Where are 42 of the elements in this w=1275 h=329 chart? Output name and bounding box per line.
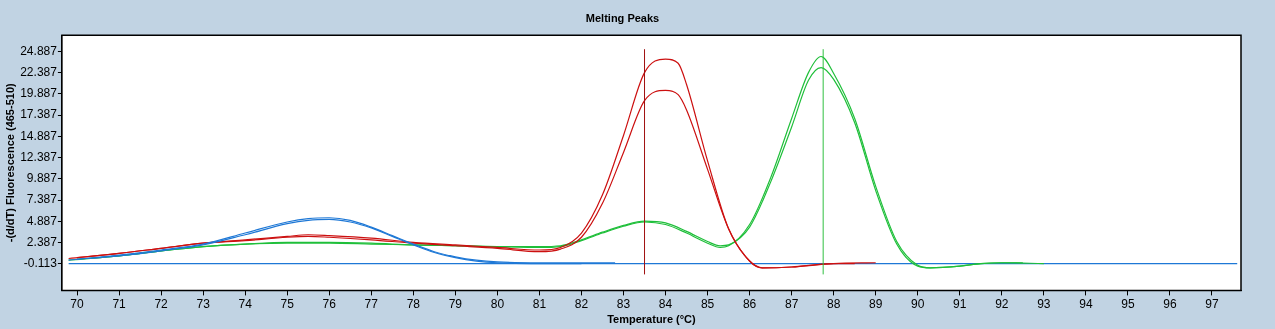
x-tick-label: 74	[238, 296, 253, 311]
y-tick-label: 17.387	[20, 107, 58, 122]
x-tick-label: 78	[406, 296, 421, 311]
x-tick-label: 92	[995, 296, 1009, 311]
y-tick-label: 19.887	[20, 86, 58, 101]
x-tick-label: 85	[700, 296, 715, 311]
x-tick-label: 77	[364, 296, 379, 311]
x-axis-title: Temperature (°C)	[607, 313, 697, 326]
y-tick-label: 4.887	[26, 213, 58, 228]
x-tick-label: 96	[1163, 296, 1177, 311]
y-tick-label: 2.387	[26, 234, 58, 249]
x-tick-label: 82	[574, 296, 589, 311]
x-tick-label: 70	[70, 296, 85, 311]
y-tick-label: 24.887	[20, 43, 58, 58]
x-tick-label: 73	[196, 296, 211, 311]
x-tick-label: 88	[827, 296, 841, 311]
x-tick-label: 87	[784, 296, 799, 311]
x-tick-label: 89	[869, 296, 883, 311]
x-tick-label: 84	[658, 296, 673, 311]
x-tick-label: 97	[1205, 296, 1219, 311]
x-tick-label: 86	[742, 296, 757, 311]
x-tick-label: 90	[911, 296, 925, 311]
y-tick-label: 14.887	[20, 128, 58, 143]
x-tick-label: 76	[322, 296, 337, 311]
x-tick-label: 91	[953, 296, 967, 311]
y-tick-label: 22.387	[20, 65, 58, 80]
y-axis-title: -(d/dT) Fluorescence (465-510)	[3, 83, 16, 243]
x-tick-label: 79	[448, 296, 463, 311]
x-tick-label: 95	[1121, 296, 1135, 311]
y-tick-label: 7.387	[26, 192, 58, 207]
x-tick-label: 80	[490, 296, 505, 311]
x-tick-label: 71	[112, 296, 127, 311]
x-tick-label: 75	[280, 296, 295, 311]
y-tick-label: 12.387	[20, 149, 58, 164]
y-tick-label: 9.887	[26, 171, 58, 186]
x-tick-label: 94	[1079, 296, 1093, 311]
x-tick-label: 81	[532, 296, 547, 311]
x-tick-label: 72	[154, 296, 169, 311]
chart-title: Melting Peaks	[585, 11, 660, 24]
y-tick-label: -0.113	[23, 256, 58, 270]
x-tick-label: 93	[1037, 296, 1051, 311]
x-tick-label: 83	[616, 296, 631, 311]
